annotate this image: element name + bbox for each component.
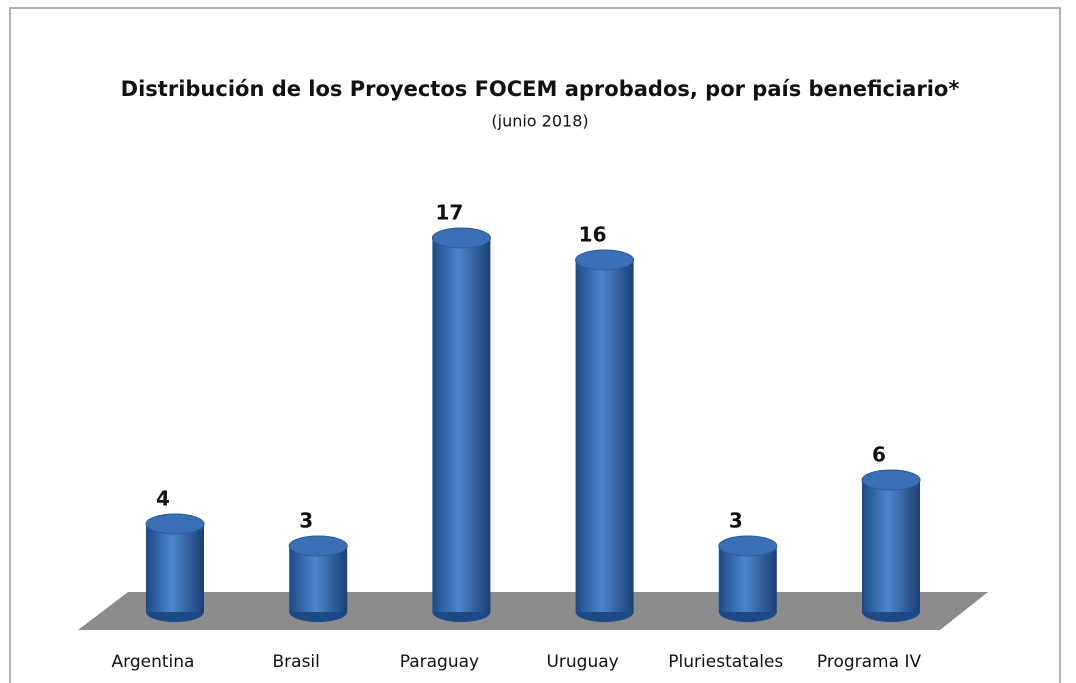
- bar-body: [146, 524, 204, 612]
- bar-body: [718, 546, 777, 612]
- bar: [288, 535, 348, 622]
- bar-top: [431, 227, 491, 249]
- bar-top: [575, 249, 635, 271]
- value-label: 3: [299, 509, 313, 533]
- bar-top: [861, 469, 921, 491]
- chart-title: Distribución de los Proyectos FOCEM apro…: [121, 77, 960, 101]
- value-label: 17: [435, 201, 463, 225]
- bar-top: [288, 535, 348, 557]
- floor: [78, 592, 988, 630]
- bar-top: [145, 513, 205, 535]
- value-label: 3: [729, 509, 743, 533]
- bar: [575, 249, 635, 622]
- bar: [861, 469, 921, 622]
- bar-body: [862, 480, 920, 612]
- bar: [145, 513, 205, 622]
- chart-subtitle: (junio 2018): [491, 112, 588, 131]
- x-tick-label: Uruguay: [546, 652, 618, 672]
- bar: [431, 227, 491, 622]
- value-label: 4: [156, 487, 170, 511]
- bar-body: [575, 260, 634, 612]
- bar: [718, 535, 778, 622]
- value-label: 6: [872, 443, 886, 467]
- bar-top: [718, 535, 778, 557]
- value-label: 16: [579, 223, 607, 247]
- x-tick-label: Brasil: [273, 652, 320, 672]
- x-tick-label: Pluriestatales: [668, 652, 783, 672]
- bar-body: [432, 238, 491, 612]
- x-tick-label: Paraguay: [400, 652, 479, 672]
- bar-body: [289, 546, 348, 612]
- x-tick-label: Argentina: [112, 652, 195, 672]
- x-tick-label: Programa IV: [817, 652, 922, 672]
